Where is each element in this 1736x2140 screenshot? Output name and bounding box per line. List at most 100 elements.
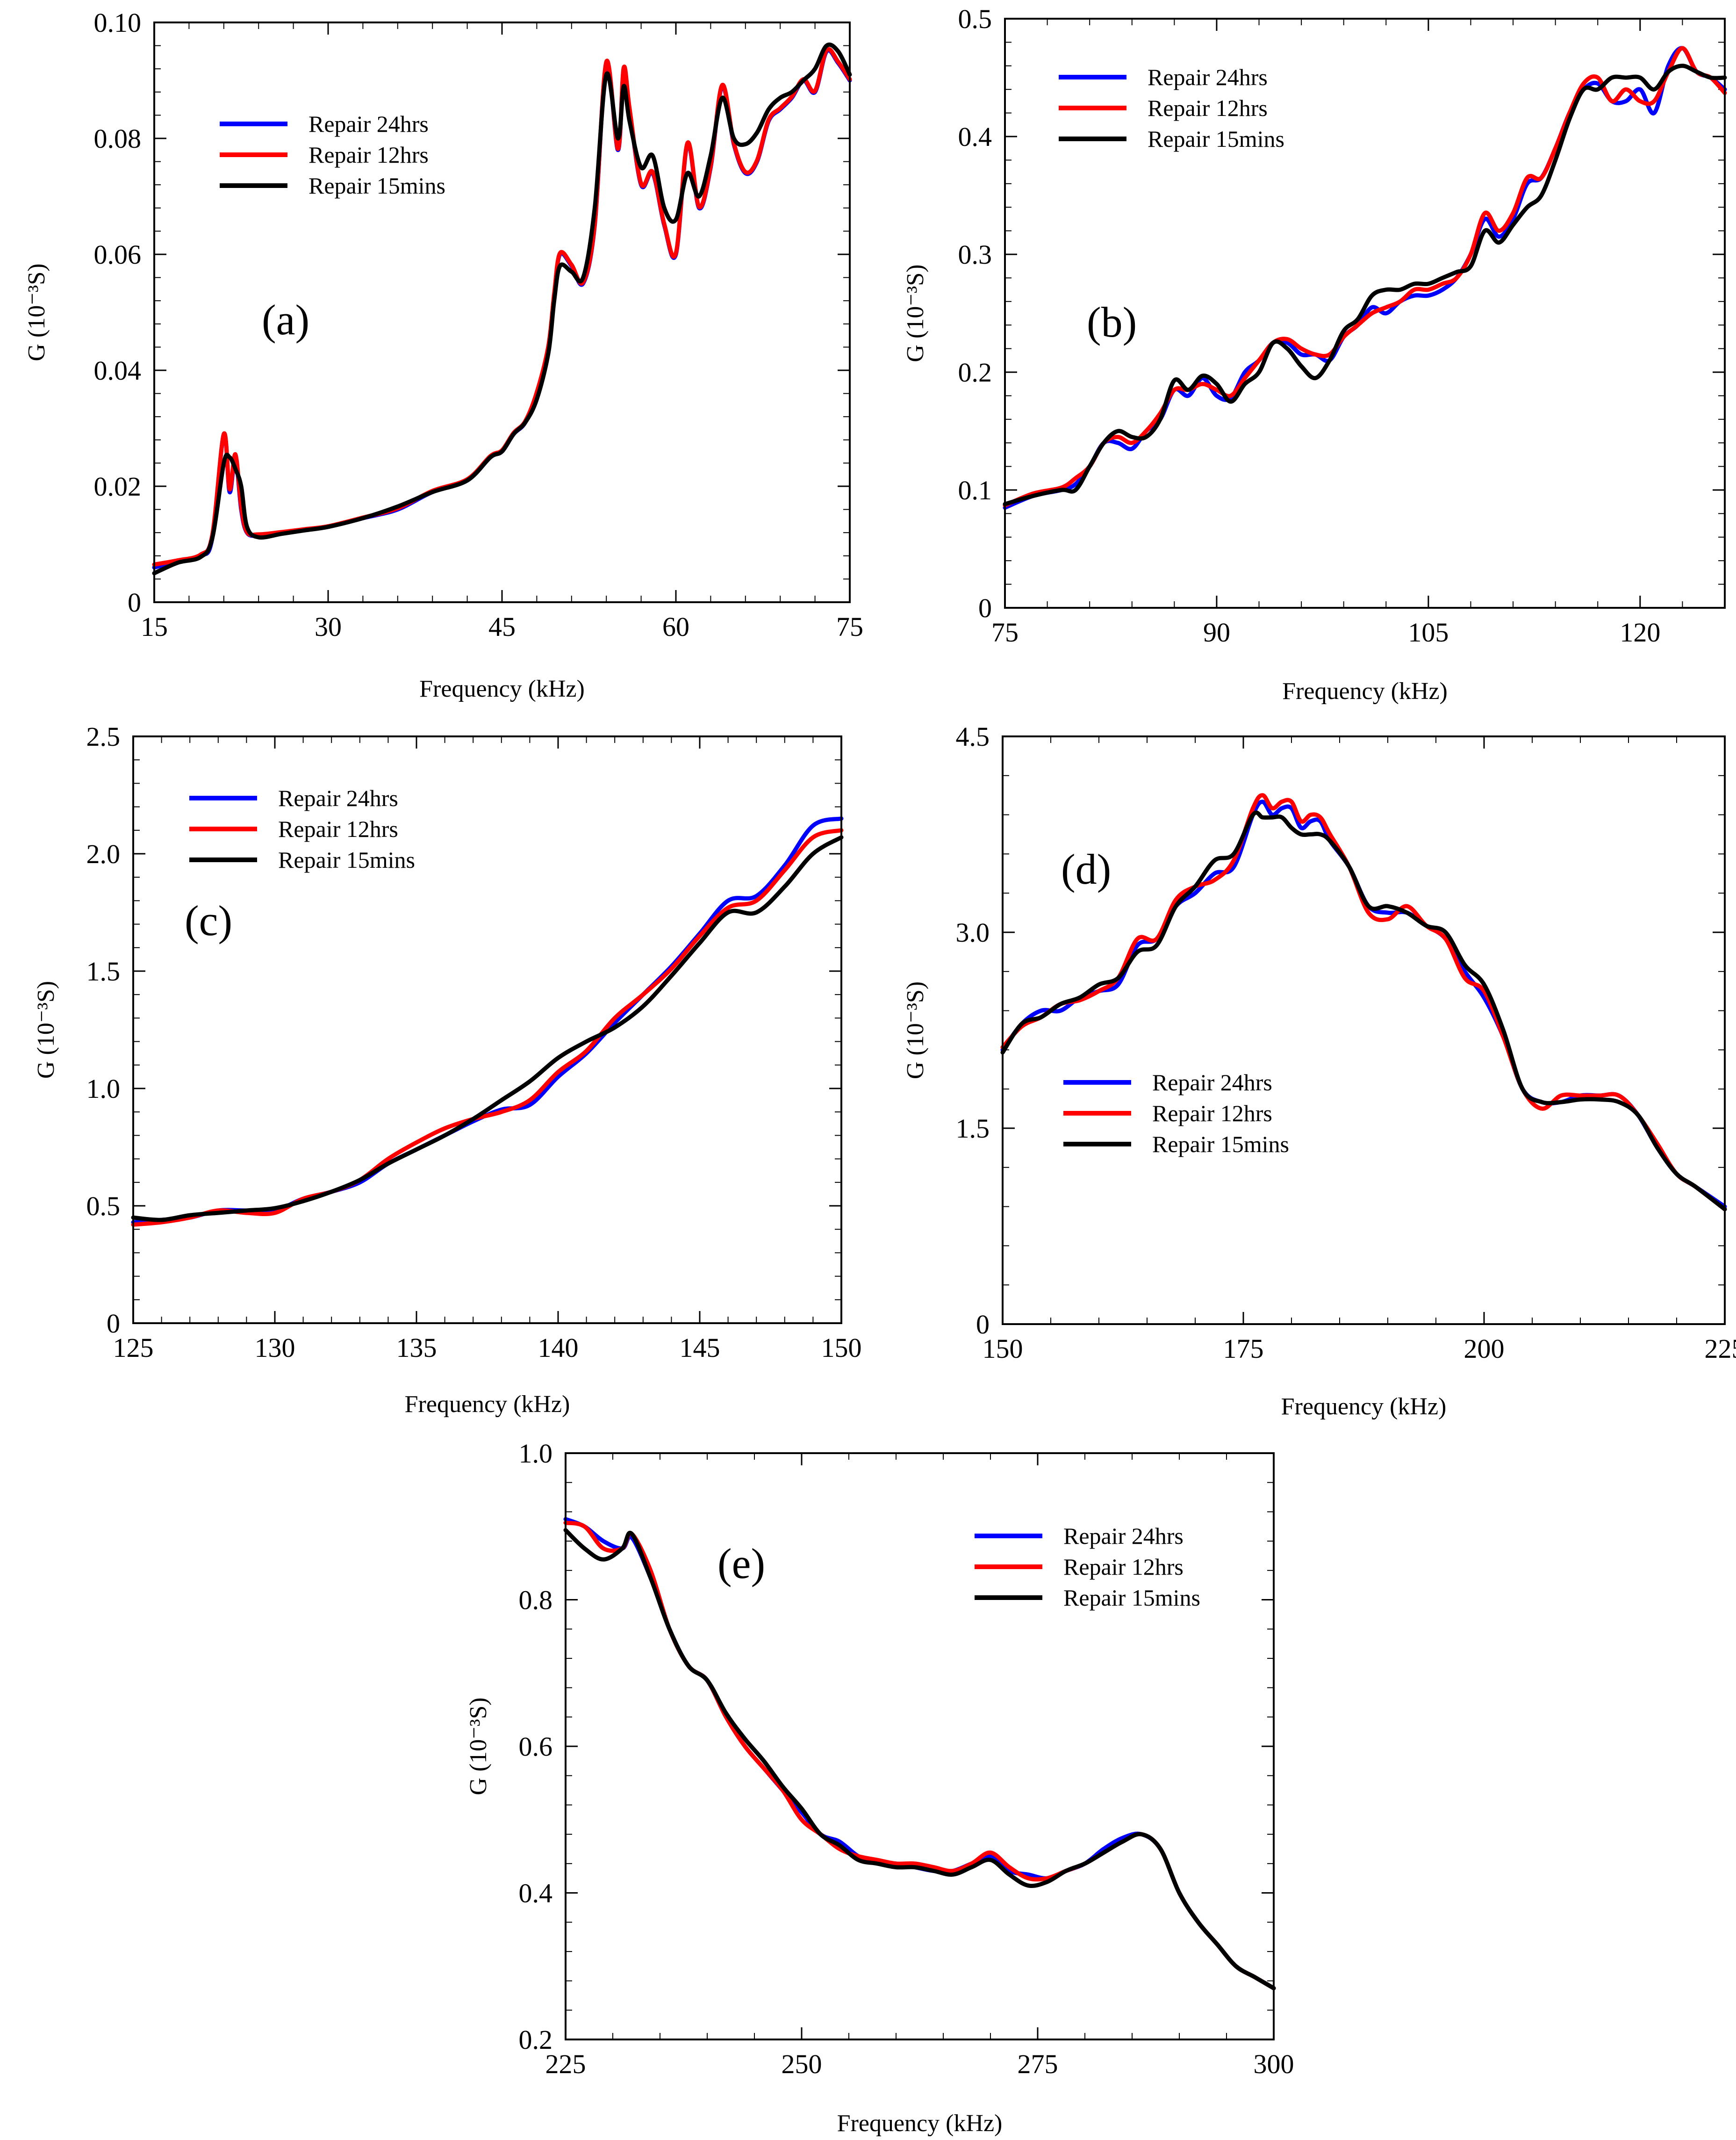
y-tick-label: 2.0 — [86, 839, 121, 869]
x-tick-label: 30 — [315, 612, 342, 642]
x-tick-label: 275 — [1018, 2049, 1058, 2079]
x-tick-label: 150 — [983, 1333, 1023, 1364]
y-tick-label: 0.02 — [94, 471, 142, 502]
legend-label: Repair 24hrs — [1063, 1523, 1184, 1549]
x-axis-title: Frequency (kHz) — [1281, 1393, 1447, 1420]
panel-label: (a) — [262, 296, 309, 344]
y-tick-label: 0.5 — [86, 1191, 121, 1221]
legend: Repair 24hrs Repair 12hrs Repair 15mins — [1063, 1069, 1289, 1157]
y-tick-label: 0.1 — [958, 475, 992, 505]
minor-ticks — [154, 22, 850, 602]
y-tick-label: 0.04 — [94, 355, 142, 386]
x-tick-label: 105 — [1408, 617, 1449, 648]
series-line-repair-24hrs — [131, 816, 844, 1225]
minor-ticks — [1005, 19, 1725, 608]
minor-ticks — [566, 1453, 1274, 2039]
panel-label: (e) — [717, 1540, 765, 1587]
y-tick-label: 0 — [976, 1309, 990, 1340]
y-tick-label: 0.10 — [94, 7, 142, 38]
series-line-repair-15mins — [563, 1528, 1276, 1990]
y-tick-label: 0.6 — [519, 1731, 553, 1762]
y-tick-label: 1.0 — [519, 1438, 553, 1469]
legend-label: Repair 24hrs — [1152, 1069, 1272, 1095]
series-line-repair-15mins — [131, 835, 844, 1222]
legend-label: Repair 15mins — [1152, 1131, 1289, 1157]
legend-label: Repair 12hrs — [1063, 1554, 1184, 1580]
minor-ticks — [133, 736, 841, 1323]
x-axis-title: Frequency (kHz) — [1282, 678, 1448, 705]
x-tick-label: 60 — [662, 612, 689, 642]
y-tick-label: 3.0 — [956, 917, 990, 948]
x-tick-label: 90 — [1203, 617, 1230, 648]
y-axis-title: G (10⁻³S) — [33, 981, 59, 1079]
x-tick-label: 140 — [538, 1333, 579, 1363]
y-tick-label: 0.4 — [519, 1878, 553, 1909]
y-tick-label: 0.5 — [958, 4, 992, 34]
legend: Repair 24hrs Repair 12hrs Repair 15mins — [189, 785, 415, 873]
x-tick-label: 75 — [991, 617, 1019, 648]
x-tick-label: 225 — [545, 2049, 586, 2079]
series-line-repair-24hrs — [152, 48, 852, 570]
x-tick-label: 125 — [113, 1333, 154, 1363]
y-tick-label: 0.4 — [958, 122, 992, 152]
legend-label: Repair 24hrs — [1148, 64, 1268, 90]
legend-label: Repair 15mins — [308, 173, 445, 199]
legend-label: Repair 15mins — [278, 847, 415, 873]
y-tick-label: 0.06 — [94, 239, 142, 270]
panel-label: (c) — [185, 897, 232, 944]
x-tick-label: 15 — [141, 612, 168, 642]
x-tick-label: 135 — [396, 1333, 437, 1363]
y-tick-label: 0.2 — [958, 357, 992, 388]
series-line-repair-12hrs — [131, 828, 844, 1227]
legend-label: Repair 15mins — [1148, 126, 1284, 152]
legend: Repair 24hrs Repair 12hrs Repair 15mins — [975, 1523, 1200, 1611]
legend: Repair 24hrs Repair 12hrs Repair 15mins — [1059, 64, 1284, 152]
chart-panel-a: 15 30 45 60 75 0 0.02 0.04 0.06 0.08 0.10 Repair 24… — [23, 7, 863, 702]
plot-frame — [132, 735, 842, 1324]
y-tick-label: 0.2 — [519, 2025, 553, 2055]
y-tick-label: 1.0 — [86, 1074, 121, 1104]
legend-label: Repair 12hrs — [1148, 95, 1268, 121]
y-tick-label: 1.5 — [86, 956, 121, 987]
series-line-repair-12hrs — [1000, 793, 1727, 1211]
series-line-repair-15mins — [152, 43, 852, 576]
y-tick-label: 0 — [128, 587, 141, 618]
x-tick-label: 120 — [1620, 617, 1660, 648]
x-tick-label: 300 — [1254, 2049, 1294, 2079]
y-axis-title: G (10⁻³S) — [23, 263, 50, 361]
legend-label: Repair 24hrs — [278, 785, 398, 811]
x-tick-label: 45 — [488, 612, 516, 642]
y-axis-title: G (10⁻³S) — [902, 264, 929, 362]
legend-label: Repair 15mins — [1063, 1585, 1200, 1611]
x-axis-title: Frequency (kHz) — [837, 2110, 1003, 2137]
series-line-repair-12hrs — [152, 47, 852, 567]
x-tick-label: 200 — [1464, 1333, 1505, 1364]
series-line-repair-15mins — [1000, 810, 1727, 1211]
x-axis-title: Frequency (kHz) — [419, 676, 585, 702]
x-tick-label: 250 — [782, 2049, 822, 2079]
y-tick-label: 0.08 — [94, 123, 142, 154]
y-tick-label: 1.5 — [956, 1113, 990, 1144]
plot-frame — [1004, 18, 1726, 609]
y-tick-label: 0.8 — [519, 1585, 553, 1615]
x-tick-label: 175 — [1223, 1333, 1264, 1364]
x-tick-label: 130 — [255, 1333, 295, 1363]
minor-ticks — [1003, 736, 1725, 1324]
y-tick-label: 4.5 — [956, 721, 990, 752]
series-line-repair-15mins — [1003, 64, 1727, 506]
x-axis-title: Frequency (kHz) — [405, 1391, 570, 1418]
plot-frame — [153, 22, 851, 603]
y-tick-label: 0 — [107, 1308, 120, 1339]
legend-label: Repair 24hrs — [308, 111, 429, 137]
y-tick-label: 0 — [978, 593, 992, 623]
legend: Repair 24hrs Repair 12hrs Repair 15mins — [220, 111, 445, 199]
plot-frame — [565, 1452, 1275, 2040]
chart-panel-c: 125 130 135 140 145 150 0 0.5 1.0 1.5 2.0 2.5 Repair… — [33, 721, 862, 1418]
x-tick-label: 75 — [836, 612, 863, 642]
legend-label: Repair 12hrs — [278, 816, 398, 842]
x-tick-label: 150 — [821, 1333, 862, 1363]
